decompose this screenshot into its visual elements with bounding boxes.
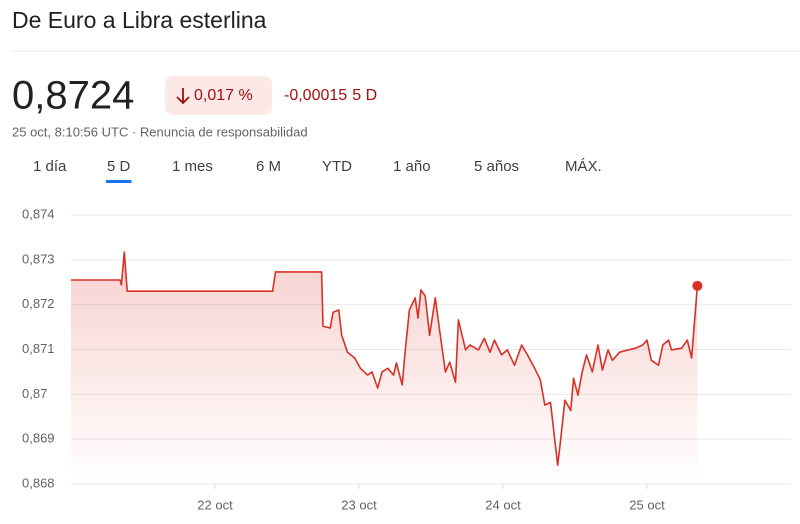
y-tick-label: 0,87 (22, 386, 47, 401)
x-tick-label: 23 oct (341, 497, 377, 512)
x-tick-label: 25 oct (629, 497, 665, 512)
range-tabs: 1 día 5 D 1 mes 6 M YTD 1 año 5 años MÁX. (33, 158, 602, 183)
price-line (71, 251, 699, 466)
y-tick-label: 0,872 (22, 296, 55, 311)
range-tab[interactable]: 5 años (474, 158, 519, 175)
change-value: -0,00015 (284, 87, 347, 104)
range-tab[interactable]: 1 día (33, 158, 67, 175)
range-tab[interactable]: YTD (322, 158, 352, 175)
range-tab[interactable]: 1 mes (172, 158, 213, 175)
timestamp: 25 oct, 8:10:56 UTC · Renuncia de respon… (12, 124, 308, 139)
range-tab[interactable]: 1 año (393, 158, 431, 175)
x-tick-label: 24 oct (485, 497, 521, 512)
range-tab[interactable]: 5 D (107, 158, 131, 175)
range-tab[interactable]: MÁX. (565, 158, 602, 175)
y-tick-label: 0,873 (22, 251, 55, 266)
last-point (692, 280, 703, 291)
y-tick-label: 0,869 (22, 431, 55, 446)
down-arrow-icon (176, 88, 190, 105)
y-tick-label: 0,874 (22, 206, 55, 221)
change-percent: 0,017 % (194, 87, 253, 104)
x-tick-label: 22 oct (197, 497, 233, 512)
price: 0,8724 (12, 74, 134, 118)
title: De Euro a Libra esterlina (12, 7, 267, 33)
change-period: 5 D (352, 87, 377, 104)
plot: 0,868 0,869 0,87 0,871 0,872 0,873 0,874 22 oct… (22, 206, 791, 512)
y-tick-label: 0,871 (22, 341, 55, 356)
range-tab[interactable]: 6 M (256, 158, 281, 175)
area (71, 252, 698, 484)
active-tab-underline (106, 180, 132, 183)
y-tick-label: 0,868 (22, 475, 55, 490)
change-badge (165, 76, 272, 115)
